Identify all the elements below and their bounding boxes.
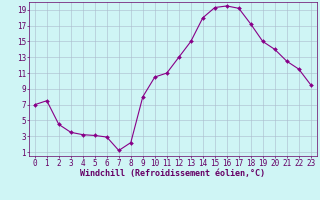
X-axis label: Windchill (Refroidissement éolien,°C): Windchill (Refroidissement éolien,°C) (80, 169, 265, 178)
